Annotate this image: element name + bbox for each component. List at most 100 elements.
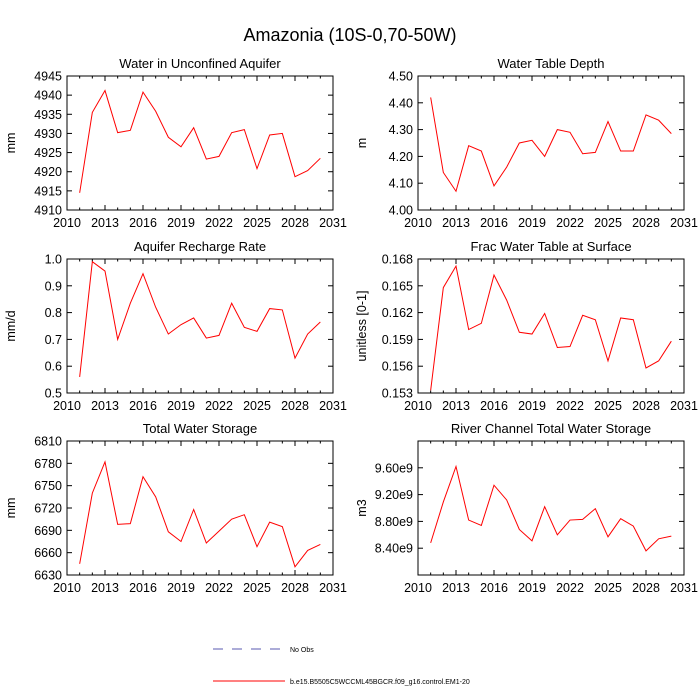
panel-title: Water Table Depth	[498, 56, 605, 71]
x-tick-label: 2019	[167, 581, 195, 595]
x-tick-label: 2031	[319, 581, 347, 595]
x-tick-label: 2025	[243, 216, 271, 230]
series-line	[430, 264, 672, 391]
x-tick-label: 2019	[518, 581, 546, 595]
y-tick-label: 8.80e9	[375, 515, 413, 529]
y-tick-label: 4940	[34, 89, 62, 103]
plot-frame	[66, 440, 334, 576]
x-tick-label: 2016	[480, 581, 508, 595]
y-tick-label: 0.162	[382, 306, 413, 320]
x-tick-label: 2013	[442, 581, 470, 595]
chart-panel-6: River Channel Total Water Storage m3 2010 2…	[355, 421, 698, 595]
x-tick-label: 2028	[632, 216, 660, 230]
y-tick-label: 4920	[34, 165, 62, 179]
y-tick-label: 4.10	[389, 177, 413, 191]
y-tick-label: 6630	[34, 569, 62, 583]
y-tick-label: 4910	[34, 204, 62, 218]
x-tick-label: 2022	[205, 399, 233, 413]
y-axis-label: mm	[4, 498, 18, 519]
panel-title: Water in Unconfined Aquifer	[119, 56, 281, 71]
x-tick-label: 2031	[670, 216, 698, 230]
y-tick-label: 4.40	[389, 96, 413, 110]
x-tick-label: 2016	[129, 399, 157, 413]
x-tick-label: 2031	[319, 216, 347, 230]
chart-panel-4: Frac Water Table at Surface unitless [0-1…	[355, 239, 698, 413]
x-tick-label: 2010	[404, 216, 432, 230]
plot-frame	[66, 75, 334, 211]
y-tick-label: 0.9	[45, 279, 62, 293]
y-tick-label: 0.7	[45, 333, 62, 347]
y-tick-label: 0.156	[382, 360, 413, 374]
y-tick-label: 4935	[34, 108, 62, 122]
x-tick-label: 2022	[556, 581, 584, 595]
x-tick-label: 2028	[281, 216, 309, 230]
y-tick-label: 4915	[34, 184, 62, 198]
series-line	[79, 460, 321, 568]
x-tick-label: 2013	[91, 216, 119, 230]
x-tick-label: 2025	[243, 399, 271, 413]
y-tick-label: 6660	[34, 546, 62, 560]
x-tick-label: 2013	[442, 399, 470, 413]
panel-title: Total Water Storage	[143, 421, 257, 436]
x-tick-label: 2028	[632, 581, 660, 595]
x-tick-label: 2013	[442, 216, 470, 230]
x-tick-label: 2019	[167, 399, 195, 413]
series-line	[79, 89, 321, 193]
legend-model-label: b.e15.B5505C5WCCML45BGCR.f09_g16.control…	[290, 679, 470, 686]
x-tick-label: 2025	[594, 399, 622, 413]
series-line	[430, 464, 672, 552]
x-tick-label: 2028	[281, 399, 309, 413]
y-tick-label: 4.50	[389, 70, 413, 84]
series-line	[430, 97, 672, 193]
y-tick-label: 0.153	[382, 387, 413, 401]
x-tick-label: 2013	[91, 581, 119, 595]
chart-panel-3: Aquifer Recharge Rate mm/d 2010 2013 2016 201…	[4, 239, 347, 413]
x-tick-label: 2010	[53, 581, 81, 595]
plot-frame	[66, 258, 334, 394]
x-tick-label: 2016	[129, 581, 157, 595]
y-axis-label: unitless [0-1]	[355, 291, 369, 362]
x-tick-label: 2016	[480, 399, 508, 413]
plot-frame	[417, 440, 685, 576]
x-tick-label: 2031	[670, 581, 698, 595]
plot-frame	[417, 75, 685, 211]
y-tick-label: 6810	[34, 435, 62, 449]
y-tick-label: 0.5	[45, 387, 62, 401]
y-axis-label: m3	[355, 499, 369, 516]
x-tick-label: 2010	[404, 581, 432, 595]
y-tick-label: 4930	[34, 127, 62, 141]
x-tick-label: 2025	[594, 581, 622, 595]
x-tick-label: 2022	[205, 216, 233, 230]
x-tick-label: 2016	[129, 216, 157, 230]
x-tick-label: 2022	[205, 581, 233, 595]
y-axis-label: mm	[4, 133, 18, 154]
y-axis-label: mm/d	[4, 310, 18, 341]
figure-title: Amazonia (10S-0,70-50W)	[243, 25, 456, 45]
x-tick-label: 2010	[404, 399, 432, 413]
y-tick-label: 8.40e9	[375, 542, 413, 556]
x-tick-label: 2019	[518, 399, 546, 413]
y-tick-label: 6690	[34, 524, 62, 538]
chart-panel-5: Total Water Storage mm 2010 2013 2016 2019 202…	[4, 421, 347, 595]
y-tick-label: 6750	[34, 479, 62, 493]
x-tick-label: 2016	[480, 216, 508, 230]
y-tick-label: 4.20	[389, 150, 413, 164]
x-tick-label: 2010	[53, 216, 81, 230]
x-tick-label: 2019	[167, 216, 195, 230]
legend: No Obs b.e15.B5505C5WCCML45BGCR.f09_g16.…	[213, 647, 470, 686]
series-line	[79, 260, 321, 377]
y-tick-label: 4945	[34, 70, 62, 84]
panel-title: Aquifer Recharge Rate	[134, 239, 266, 254]
plot-frame	[417, 258, 685, 394]
y-tick-label: 0.6	[45, 360, 62, 374]
panel-title: River Channel Total Water Storage	[451, 421, 651, 436]
x-tick-label: 2025	[594, 216, 622, 230]
y-axis-label: m	[355, 138, 369, 148]
x-tick-label: 2010	[53, 399, 81, 413]
y-tick-label: 1.0	[45, 253, 62, 267]
panels-container: Water in Unconfined Aquifer mm 2010 2013 201…	[4, 56, 698, 595]
x-tick-label: 2028	[632, 399, 660, 413]
x-tick-label: 2031	[319, 399, 347, 413]
y-tick-label: 6780	[34, 457, 62, 471]
